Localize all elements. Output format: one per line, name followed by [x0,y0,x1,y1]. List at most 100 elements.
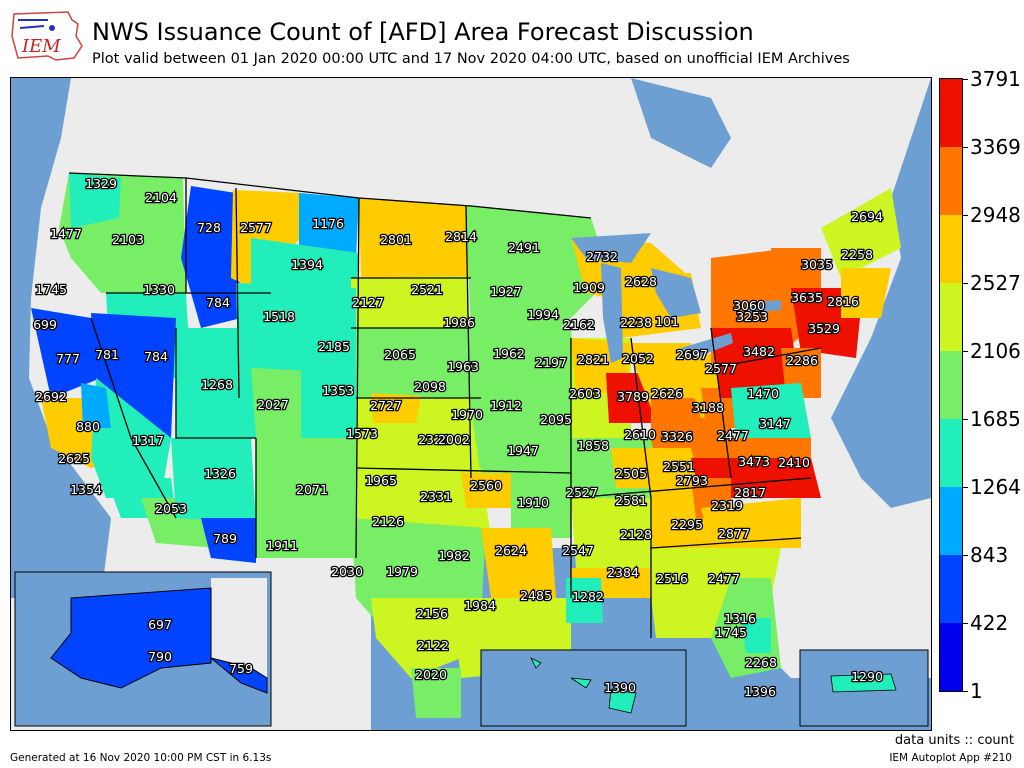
state-boundaries [68,172,822,638]
count-label: 2238 [620,315,652,330]
colorbar-tick [962,215,968,216]
count-label: 2877 [718,526,750,541]
region-tucson [201,518,256,563]
region-state-college [711,328,801,398]
count-label: 2485 [520,588,552,603]
count-label: 2801 [380,232,412,247]
colorbar-tick [962,691,968,692]
count-label: 790 [148,649,172,664]
region-glasgow [299,193,359,256]
colorbar-tick [962,283,968,284]
count-label: 697 [148,617,172,632]
count-label: 1910 [517,495,549,510]
region-utah [176,328,271,438]
region-sterling [731,383,811,438]
count-label: 699 [33,317,57,332]
lake-erie [681,333,733,360]
count-label: 2295 [671,517,703,532]
count-label: 1979 [386,564,418,579]
colorbar-segment [940,351,962,419]
count-label: 2410 [778,455,810,470]
count-label: 1986 [443,315,475,330]
count-label: 2095 [540,412,572,427]
count-label: 1745 [35,282,67,297]
colorbar-label: 3791 [970,67,1021,91]
lake-ontario [746,300,781,313]
count-label: 2122 [417,638,449,653]
region-billings [251,238,359,288]
count-label: 784 [144,349,168,364]
count-label: 3060 [733,298,765,313]
count-label: 2104 [145,190,177,205]
colorbar-tick [962,419,968,420]
count-label: 2477 [717,428,749,443]
generated-text: Generated at 16 Nov 2020 10:00 PM CST in… [10,752,272,764]
count-label: 2577 [240,220,272,235]
logo-text: IEM [21,36,61,57]
colorbar-segment [940,555,962,623]
count-label: 1326 [204,466,236,481]
region-missouri [471,408,576,478]
region-seattle [69,173,121,228]
count-label: 2127 [352,295,384,310]
count-label: 781 [95,347,119,362]
count-label: 2286 [786,353,818,368]
count-label: 880 [76,419,100,434]
data-units: data units :: count [894,733,1014,748]
region-iowa [466,328,576,408]
region-albuquerque [256,438,356,558]
colorbar-tick [962,623,968,624]
count-label: 2626 [651,386,683,401]
count-label: 2581 [615,493,647,508]
region-boston [841,268,891,318]
count-label: 2162 [563,317,595,332]
colorbar-segment [940,623,962,691]
count-label: 1912 [490,398,522,413]
map-subtitle: Plot valid between 01 Jan 2020 00:00 UTC… [92,51,850,67]
count-label: 2103 [112,232,144,247]
count-label: 2331 [420,489,452,504]
count-label: 1390 [604,680,636,695]
count-label: 1947 [507,443,539,458]
colorbar-label: 1 [970,679,983,703]
count-label: 2547 [562,543,594,558]
count-label: 1290 [851,669,883,684]
region-new-orleans [566,578,603,623]
count-label: 3473 [738,454,770,469]
lake-huron [651,268,701,318]
colorbar-tick [962,555,968,556]
count-label: 1354 [70,482,102,497]
colorbar-segment [940,283,962,351]
hawaii-inset [480,649,687,727]
region-great-falls [231,190,301,288]
count-label: 1330 [143,282,175,297]
colorbar-label: 3369 [970,135,1021,159]
count-label: 2732 [586,249,618,264]
lake-superior [571,233,651,263]
count-label: 2126 [372,514,404,529]
count-label: 1909 [573,280,605,295]
count-label: 789 [213,531,237,546]
region-melbourne [741,618,771,653]
colorbar-tick [962,147,968,148]
region-new-york [821,308,861,358]
count-label: 2491 [508,240,540,255]
colorbar-tick [962,79,968,80]
count-label: 2020 [415,667,447,682]
region-little-rock [511,473,571,538]
count-label: 1470 [747,386,779,401]
colorbar-label: 422 [970,611,1009,635]
count-label: 2560 [470,478,502,493]
count-label: 2128 [620,527,652,542]
count-label: 728 [197,220,221,235]
count-label: 1984 [464,598,496,613]
count-label: 1394 [291,257,323,272]
count-label: 2821 [577,352,609,367]
region-columbia [701,498,801,548]
count-label: 2319 [711,498,743,513]
colorbar-segment [940,79,962,147]
region-goodland [371,393,421,423]
count-label: 2625 [58,451,90,466]
count-label: 2002 [438,432,470,447]
colorbar-segment [940,487,962,555]
